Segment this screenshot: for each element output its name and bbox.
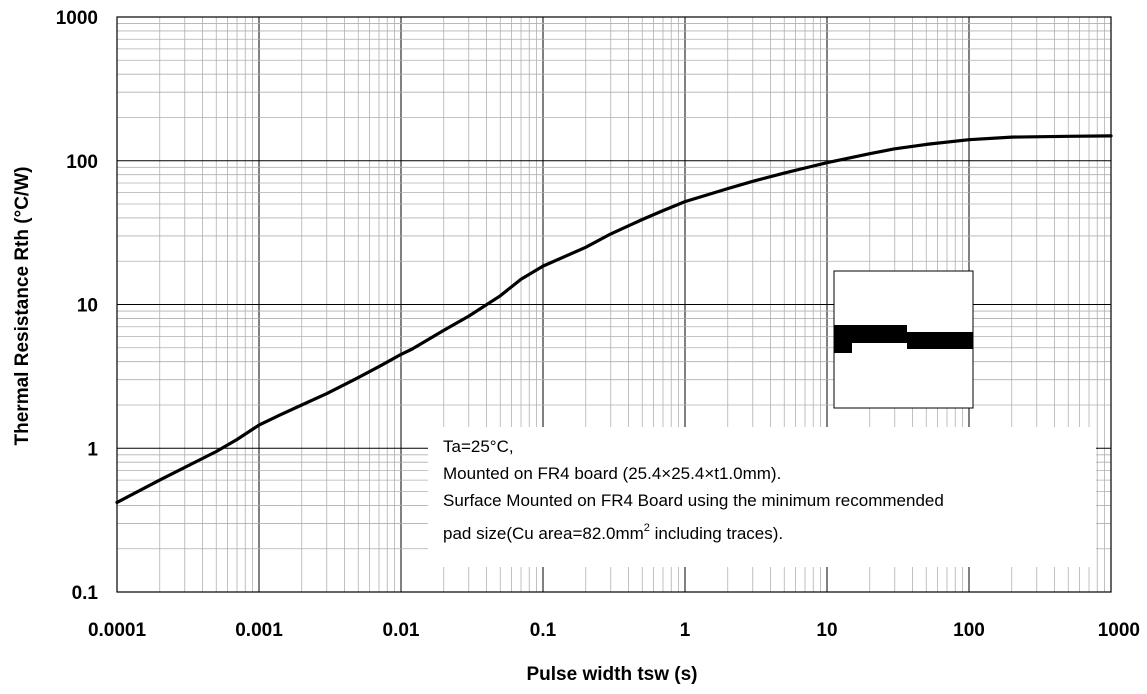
curve-layer	[115, 134, 1113, 504]
x-tick-label: 0.01	[383, 620, 420, 641]
annotation-line-1: Ta=25°C,	[443, 437, 514, 456]
annotation-line-4-suffix: including traces).	[650, 524, 783, 543]
x-tick-label: 0.001	[235, 620, 283, 641]
y-tick-label: 1	[87, 439, 98, 460]
x-tick-label: 1	[680, 620, 691, 641]
y-tick-label: 10	[77, 296, 98, 317]
annotation-background	[428, 427, 1096, 567]
y-tick-label: 100	[66, 152, 98, 173]
annotation-line-3: Surface Mounted on FR4 Board using the m…	[443, 491, 944, 510]
annotation-line-4: pad size(Cu area=82.0mm2 including trace…	[443, 522, 783, 543]
inset-copper-left	[834, 325, 907, 341]
annotation-line-2: Mounted on FR4 board (25.4×25.4×t1.0mm).	[443, 464, 781, 483]
x-tick-label: 10	[816, 620, 837, 641]
x-tick-label: 0.1	[530, 620, 557, 641]
x-tick-label: 1000	[1098, 620, 1140, 641]
annotation-line-4-prefix: pad size(Cu area=82.0mm	[443, 524, 644, 543]
y-tick-label: 0.1	[72, 583, 99, 604]
y-tick-labels: 0.1 1 10 100 1000	[56, 8, 99, 604]
plot-frame	[116, 16, 1112, 593]
inset-lead	[834, 343, 852, 353]
x-tick-labels: 0.0001 0.001 0.01 0.1 1 10 100 1000	[88, 620, 1140, 641]
inset-copper-right	[907, 332, 973, 349]
inset-board-diagram	[833, 270, 974, 409]
x-tick-label: 0.0001	[88, 620, 147, 641]
x-tick-label: 100	[953, 620, 985, 641]
y-tick-label: 1000	[56, 8, 98, 29]
inset-board-layer	[834, 341, 907, 343]
x-axis-title: Pulse width tsw (s)	[526, 664, 697, 685]
annotation-box: Ta=25°C, Mounted on FR4 board (25.4×25.4…	[428, 427, 1096, 567]
y-axis-title: Thermal Resistance Rth (°C/W)	[12, 167, 33, 446]
thermal-resistance-curve	[115, 134, 1113, 504]
annotation-superscript: 2	[644, 522, 650, 534]
